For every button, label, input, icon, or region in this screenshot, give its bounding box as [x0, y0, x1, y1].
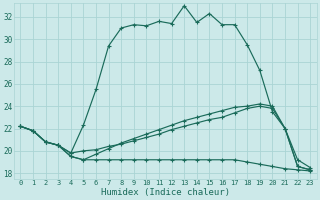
- X-axis label: Humidex (Indice chaleur): Humidex (Indice chaleur): [101, 188, 230, 197]
